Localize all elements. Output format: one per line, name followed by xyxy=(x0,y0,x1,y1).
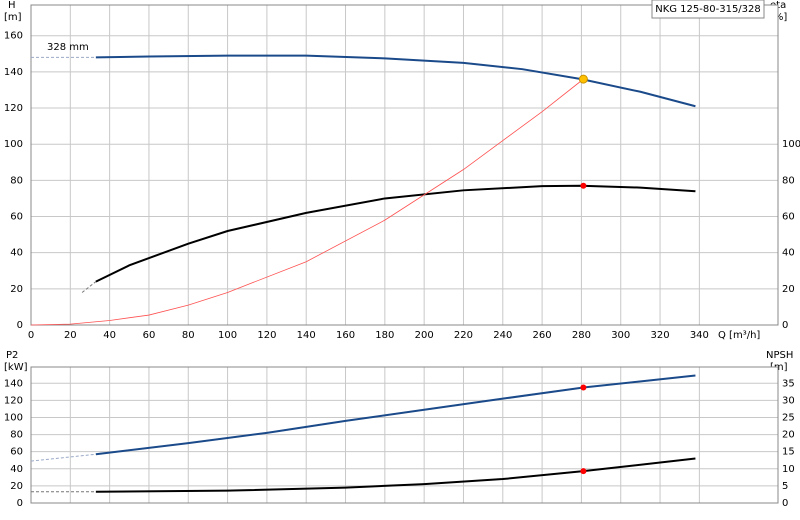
plot-area xyxy=(31,5,778,325)
y2-tick-label: 80 xyxy=(782,175,795,186)
y2-tick-label: 5 xyxy=(782,481,788,492)
y-axis-unit: [m] xyxy=(4,12,22,23)
duty-point xyxy=(578,74,588,84)
y2-tick-label: 40 xyxy=(782,248,795,259)
y-tick-label: 140 xyxy=(4,378,23,389)
y-tick-label: 100 xyxy=(4,139,23,150)
plot-frame xyxy=(30,366,779,504)
duty-point xyxy=(580,384,587,391)
duty-point xyxy=(580,468,587,475)
curve xyxy=(95,54,696,108)
y2-tick-label: 0 xyxy=(782,320,788,331)
y-tick-label: 80 xyxy=(10,430,23,441)
curve xyxy=(95,184,696,283)
curve xyxy=(95,374,696,456)
x-tick-label: 20 xyxy=(64,330,77,341)
x-tick-label: 120 xyxy=(257,330,276,341)
x-tick-label: 80 xyxy=(182,330,195,341)
y-tick-label: 0 xyxy=(17,320,23,331)
y-tick-label: 120 xyxy=(4,395,23,406)
x-tick-label: 240 xyxy=(493,330,512,341)
x-tick-label: 340 xyxy=(690,330,709,341)
x-tick-label: 200 xyxy=(415,330,434,341)
plot-frame xyxy=(30,4,779,326)
y2-axis-unit: [%] xyxy=(770,12,787,23)
y-tick-label: 40 xyxy=(10,464,23,475)
y-tick-label: 0 xyxy=(17,498,23,509)
x-tick-label: 140 xyxy=(297,330,316,341)
y-tick-label: 20 xyxy=(10,284,23,295)
y-tick-label: 100 xyxy=(4,412,23,423)
curve xyxy=(81,281,97,293)
x-tick-label: 220 xyxy=(454,330,473,341)
x-tick-label: 260 xyxy=(533,330,552,341)
x-tick-label: 100 xyxy=(218,330,237,341)
y2-tick-label: 0 xyxy=(782,498,788,509)
y-tick-label: 20 xyxy=(10,481,23,492)
y2-tick-label: 25 xyxy=(782,412,795,423)
y2-tick-label: 100 xyxy=(782,139,800,150)
x-tick-label: 320 xyxy=(651,330,670,341)
x-axis-label: Q [m³/h] xyxy=(718,330,760,341)
y-axis-label: P2 xyxy=(6,350,18,361)
y-tick-label: 40 xyxy=(10,248,23,259)
y2-tick-label: 20 xyxy=(782,430,795,441)
y2-tick-label: 15 xyxy=(782,447,795,458)
curve xyxy=(30,453,96,462)
y2-axis-label: NPSH xyxy=(766,350,793,361)
y2-tick-label: 30 xyxy=(782,395,795,406)
y-axis-label: H xyxy=(8,0,16,11)
x-tick-label: 60 xyxy=(143,330,156,341)
y-tick-label: 120 xyxy=(4,103,23,114)
y2-tick-label: 60 xyxy=(782,212,795,223)
x-tick-label: 180 xyxy=(375,330,394,341)
title-box xyxy=(651,0,765,19)
curve xyxy=(30,78,584,326)
x-tick-label: 160 xyxy=(336,330,355,341)
y2-tick-label: 20 xyxy=(782,284,795,295)
y2-axis-unit: [m] xyxy=(770,362,788,373)
y2-tick-label: 35 xyxy=(782,378,795,389)
y-tick-label: 80 xyxy=(10,175,23,186)
x-tick-label: 0 xyxy=(28,330,34,341)
x-tick-label: 300 xyxy=(611,330,630,341)
y-axis-unit: [kW] xyxy=(4,362,28,373)
y-tick-label: 60 xyxy=(10,447,23,458)
y-tick-label: 160 xyxy=(4,31,23,42)
annotation: 328 mm xyxy=(47,42,89,53)
x-tick-label: 40 xyxy=(103,330,116,341)
duty-point xyxy=(580,182,587,189)
y-tick-label: 140 xyxy=(4,67,23,78)
y-tick-label: 60 xyxy=(10,212,23,223)
chart-title: NKG 125-80-315/328 xyxy=(655,4,761,15)
x-tick-label: 280 xyxy=(572,330,591,341)
y2-tick-label: 10 xyxy=(782,464,795,475)
